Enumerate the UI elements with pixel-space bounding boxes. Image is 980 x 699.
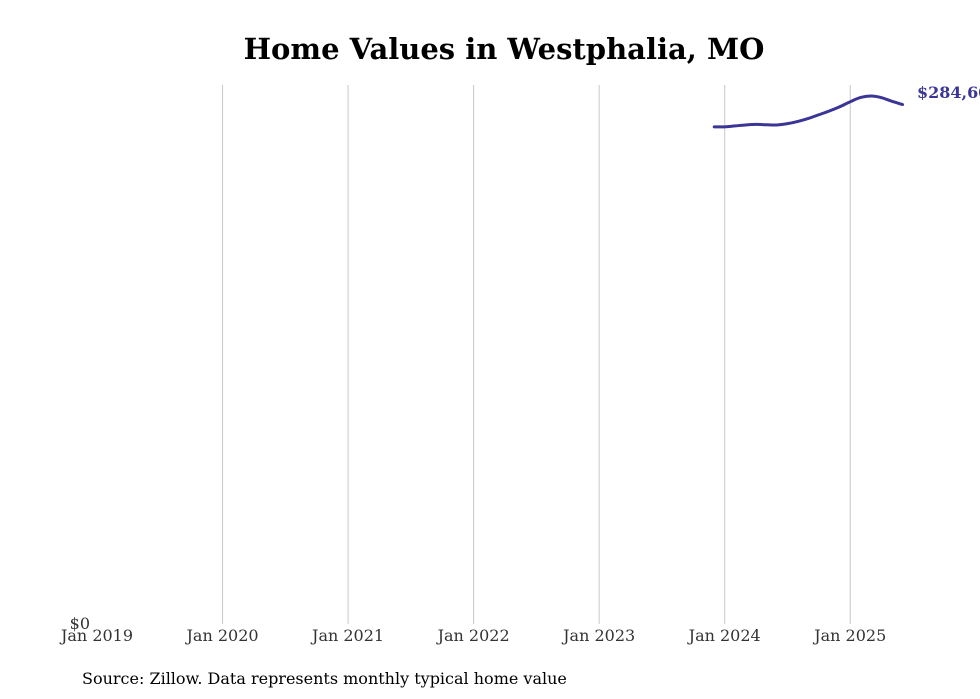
source-note: Source: Zillow. Data represents monthly …: [82, 669, 567, 688]
x-tick-label-2020-01: Jan 2020: [185, 626, 259, 645]
x-tick-label-2019-01: Jan 2019: [59, 626, 133, 645]
x-tick-label-2024-01: Jan 2024: [687, 626, 761, 645]
x-tick-label-2022-01: Jan 2022: [436, 626, 510, 645]
x-tick-label-2025-01: Jan 2025: [812, 626, 886, 645]
x-tick-label-2021-01: Jan 2021: [310, 626, 384, 645]
y-tick-label-0: $0: [70, 614, 90, 633]
series-layer: [712, 94, 905, 129]
chart-title: Home Values in Westphalia, MO: [244, 32, 765, 66]
y-axis-tick-labels: $0: [70, 614, 90, 633]
x-axis-tick-labels: Jan 2019 Jan 2020 Jan 2021 Jan 2022 Jan 2023…: [59, 626, 886, 645]
gridlines: [222, 85, 851, 624]
x-tick-label-2023-01: Jan 2023: [561, 626, 635, 645]
series-end-value-label: $284,600: [917, 83, 980, 102]
series-line-0: [712, 94, 905, 129]
